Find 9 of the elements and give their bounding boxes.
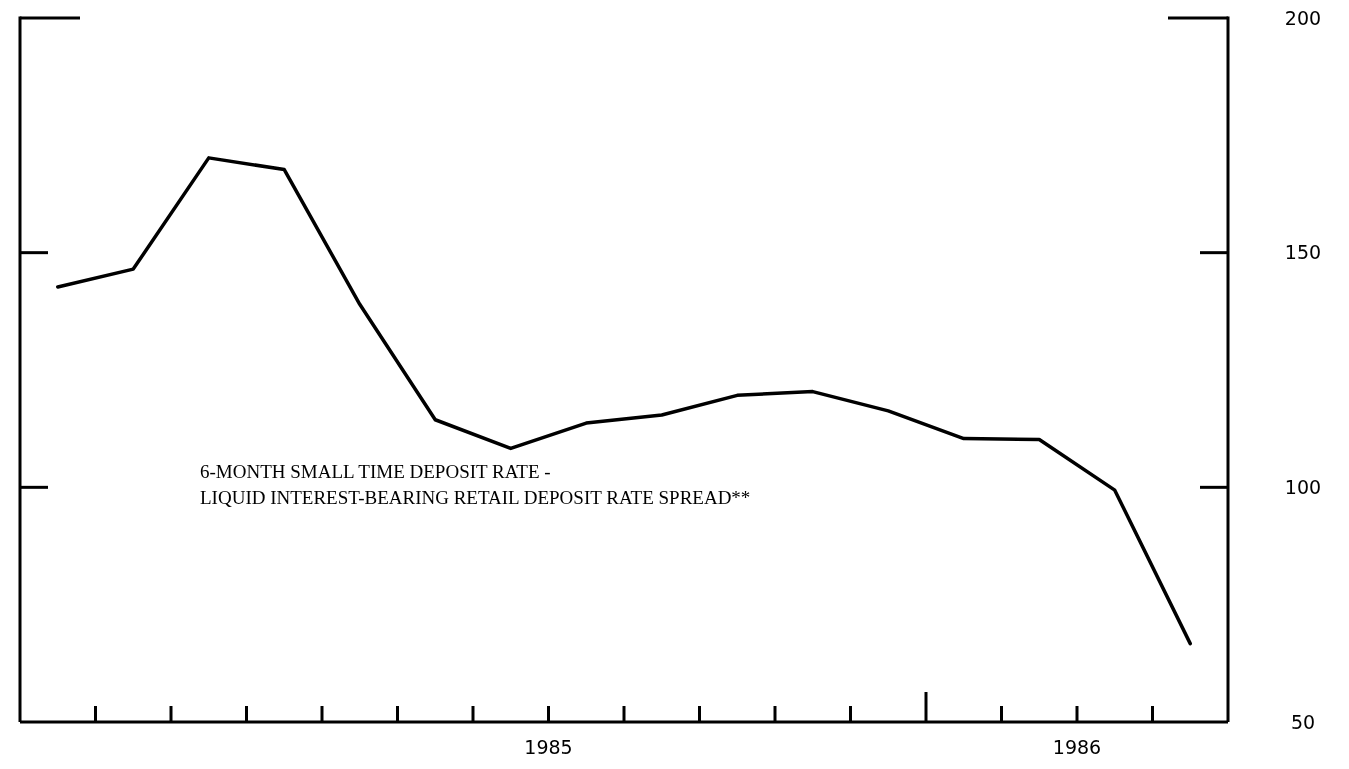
annotation: 6-MONTH SMALL TIME DEPOSIT RATE - <box>200 461 551 482</box>
y-tick-label: 150 <box>1284 241 1322 264</box>
text: 1986 <box>1052 736 1102 758</box>
annotation: LIQUID INTEREST-BEARING RETAIL DEPOSIT RATE SPREAD** <box>200 487 751 508</box>
text: 1985 <box>524 736 573 758</box>
y-tick-label: 50 <box>1290 710 1316 733</box>
line-series <box>56 156 1192 646</box>
y-tick-label: 200 <box>1284 6 1322 29</box>
y-tick-label: 100 <box>1284 475 1322 498</box>
